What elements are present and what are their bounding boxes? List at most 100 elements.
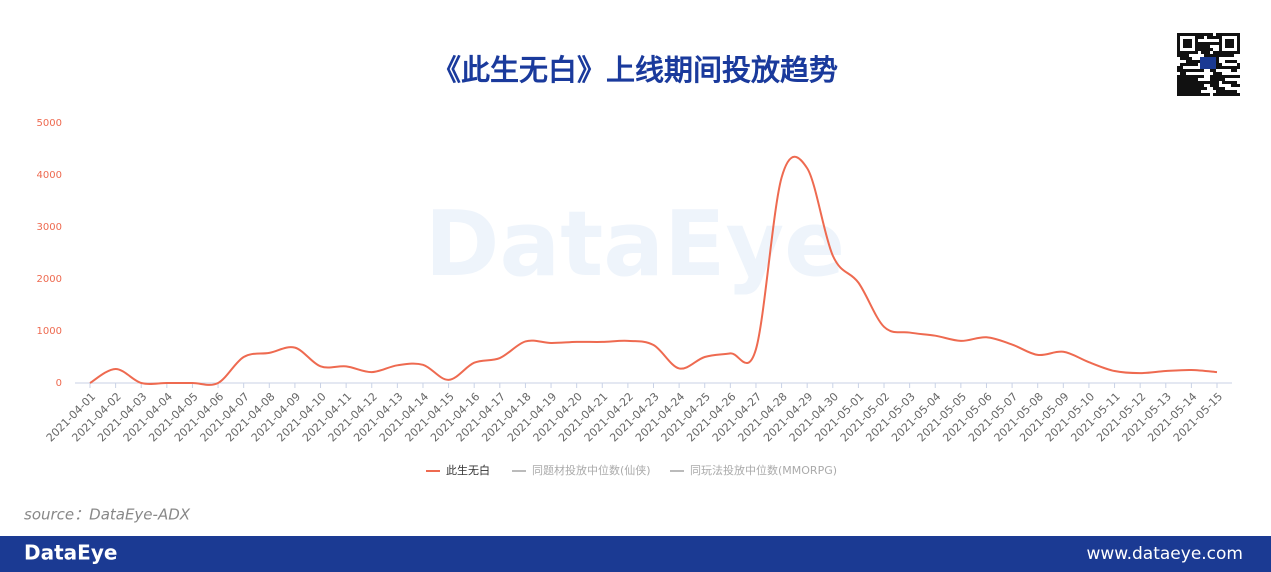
qr-cell [1216,72,1219,75]
qr-cell [1228,75,1231,78]
qr-cell [1213,54,1216,57]
qr-cell [1192,84,1195,87]
qr-cell [1207,33,1210,36]
qr-cell [1213,84,1216,87]
qr-cell [1198,75,1201,78]
qr-cell [1237,48,1240,51]
y-tick-label: 0 [56,378,62,389]
qr-cell [1237,51,1240,54]
qr-cell [1192,93,1195,96]
qr-cell [1183,87,1186,90]
qr-cell [1189,81,1192,84]
qr-cell [1219,36,1222,39]
qr-logo [1200,57,1216,69]
qr-cell [1225,33,1228,36]
qr-cell [1186,87,1189,90]
qr-cell [1207,42,1210,45]
y-tick-label: 1000 [37,326,62,337]
qr-cell [1186,84,1189,87]
y-tick-label: 2000 [37,274,62,285]
qr-cell [1204,42,1207,45]
qr-cell [1237,33,1240,36]
qr-cell [1204,81,1207,84]
qr-cell [1192,78,1195,81]
qr-cell [1177,78,1180,81]
qr-cell [1228,81,1231,84]
qr-cell [1183,39,1186,42]
qr-cell [1192,63,1195,66]
qr-cell [1201,69,1204,72]
qr-cell [1210,33,1213,36]
qr-cell [1219,39,1222,42]
chart-title: 《此生无白》上线期间投放趋势 [432,53,838,87]
qr-cell [1195,45,1198,48]
qr-cell [1201,84,1204,87]
qr-cell [1216,57,1219,60]
qr-cell [1189,93,1192,96]
qr-cell [1201,36,1204,39]
qr-cell [1234,93,1237,96]
qr-cell [1177,81,1180,84]
qr-cell [1177,87,1180,90]
qr-cell [1225,39,1228,42]
qr-cell [1201,87,1204,90]
qr-cell [1225,81,1228,84]
qr-cell [1189,78,1192,81]
qr-cell [1177,48,1180,51]
qr-cell [1210,78,1213,81]
qr-cell [1183,72,1186,75]
qr-cell [1204,87,1207,90]
qr-cell [1225,42,1228,45]
qr-cell [1234,90,1237,93]
qr-cell [1189,42,1192,45]
qr-cell [1219,45,1222,48]
qr-cell [1216,63,1219,66]
qr-cell [1216,87,1219,90]
qr-cell [1201,75,1204,78]
qr-cell [1186,33,1189,36]
qr-cell [1195,48,1198,51]
qr-cell [1231,75,1234,78]
source: source：DataEye-ADX [24,506,191,524]
qr-cell [1234,33,1237,36]
qr-cell [1201,48,1204,51]
qr-cell [1177,93,1180,96]
qr-cell [1195,93,1198,96]
qr-cell [1201,33,1204,36]
y-tick-label: 5000 [37,118,62,129]
qr-cell [1198,36,1201,39]
qr-cell [1219,63,1222,66]
qr-cell [1177,69,1180,72]
qr-cell [1225,75,1228,78]
qr-cell [1189,45,1192,48]
qr-cell [1225,90,1228,93]
qr-cell [1192,87,1195,90]
qr-cell [1183,51,1186,54]
qr-cell [1186,39,1189,42]
qr-cell [1189,51,1192,54]
legend-label: 同玩法投放中位数(MMORPG) [690,463,837,477]
qr-cell [1228,33,1231,36]
qr-cell [1231,39,1234,42]
qr-cell [1180,87,1183,90]
qr-cell [1231,66,1234,69]
qr-cell [1198,81,1201,84]
qr-cell [1237,93,1240,96]
qr-cell [1222,87,1225,90]
qr-cell [1237,39,1240,42]
qr-cell [1237,84,1240,87]
qr-cell [1195,84,1198,87]
qr-cell [1228,39,1231,42]
qr-cell [1183,75,1186,78]
qr-cell [1219,33,1222,36]
qr-cell [1210,81,1213,84]
qr-cell [1195,51,1198,54]
watermark: DataEye [425,192,845,297]
qr-cell [1177,39,1180,42]
y-tick-label: 3000 [37,222,62,233]
qr-cell [1231,33,1234,36]
qr-cell [1237,42,1240,45]
qr-cell [1183,90,1186,93]
qr-cell [1231,93,1234,96]
